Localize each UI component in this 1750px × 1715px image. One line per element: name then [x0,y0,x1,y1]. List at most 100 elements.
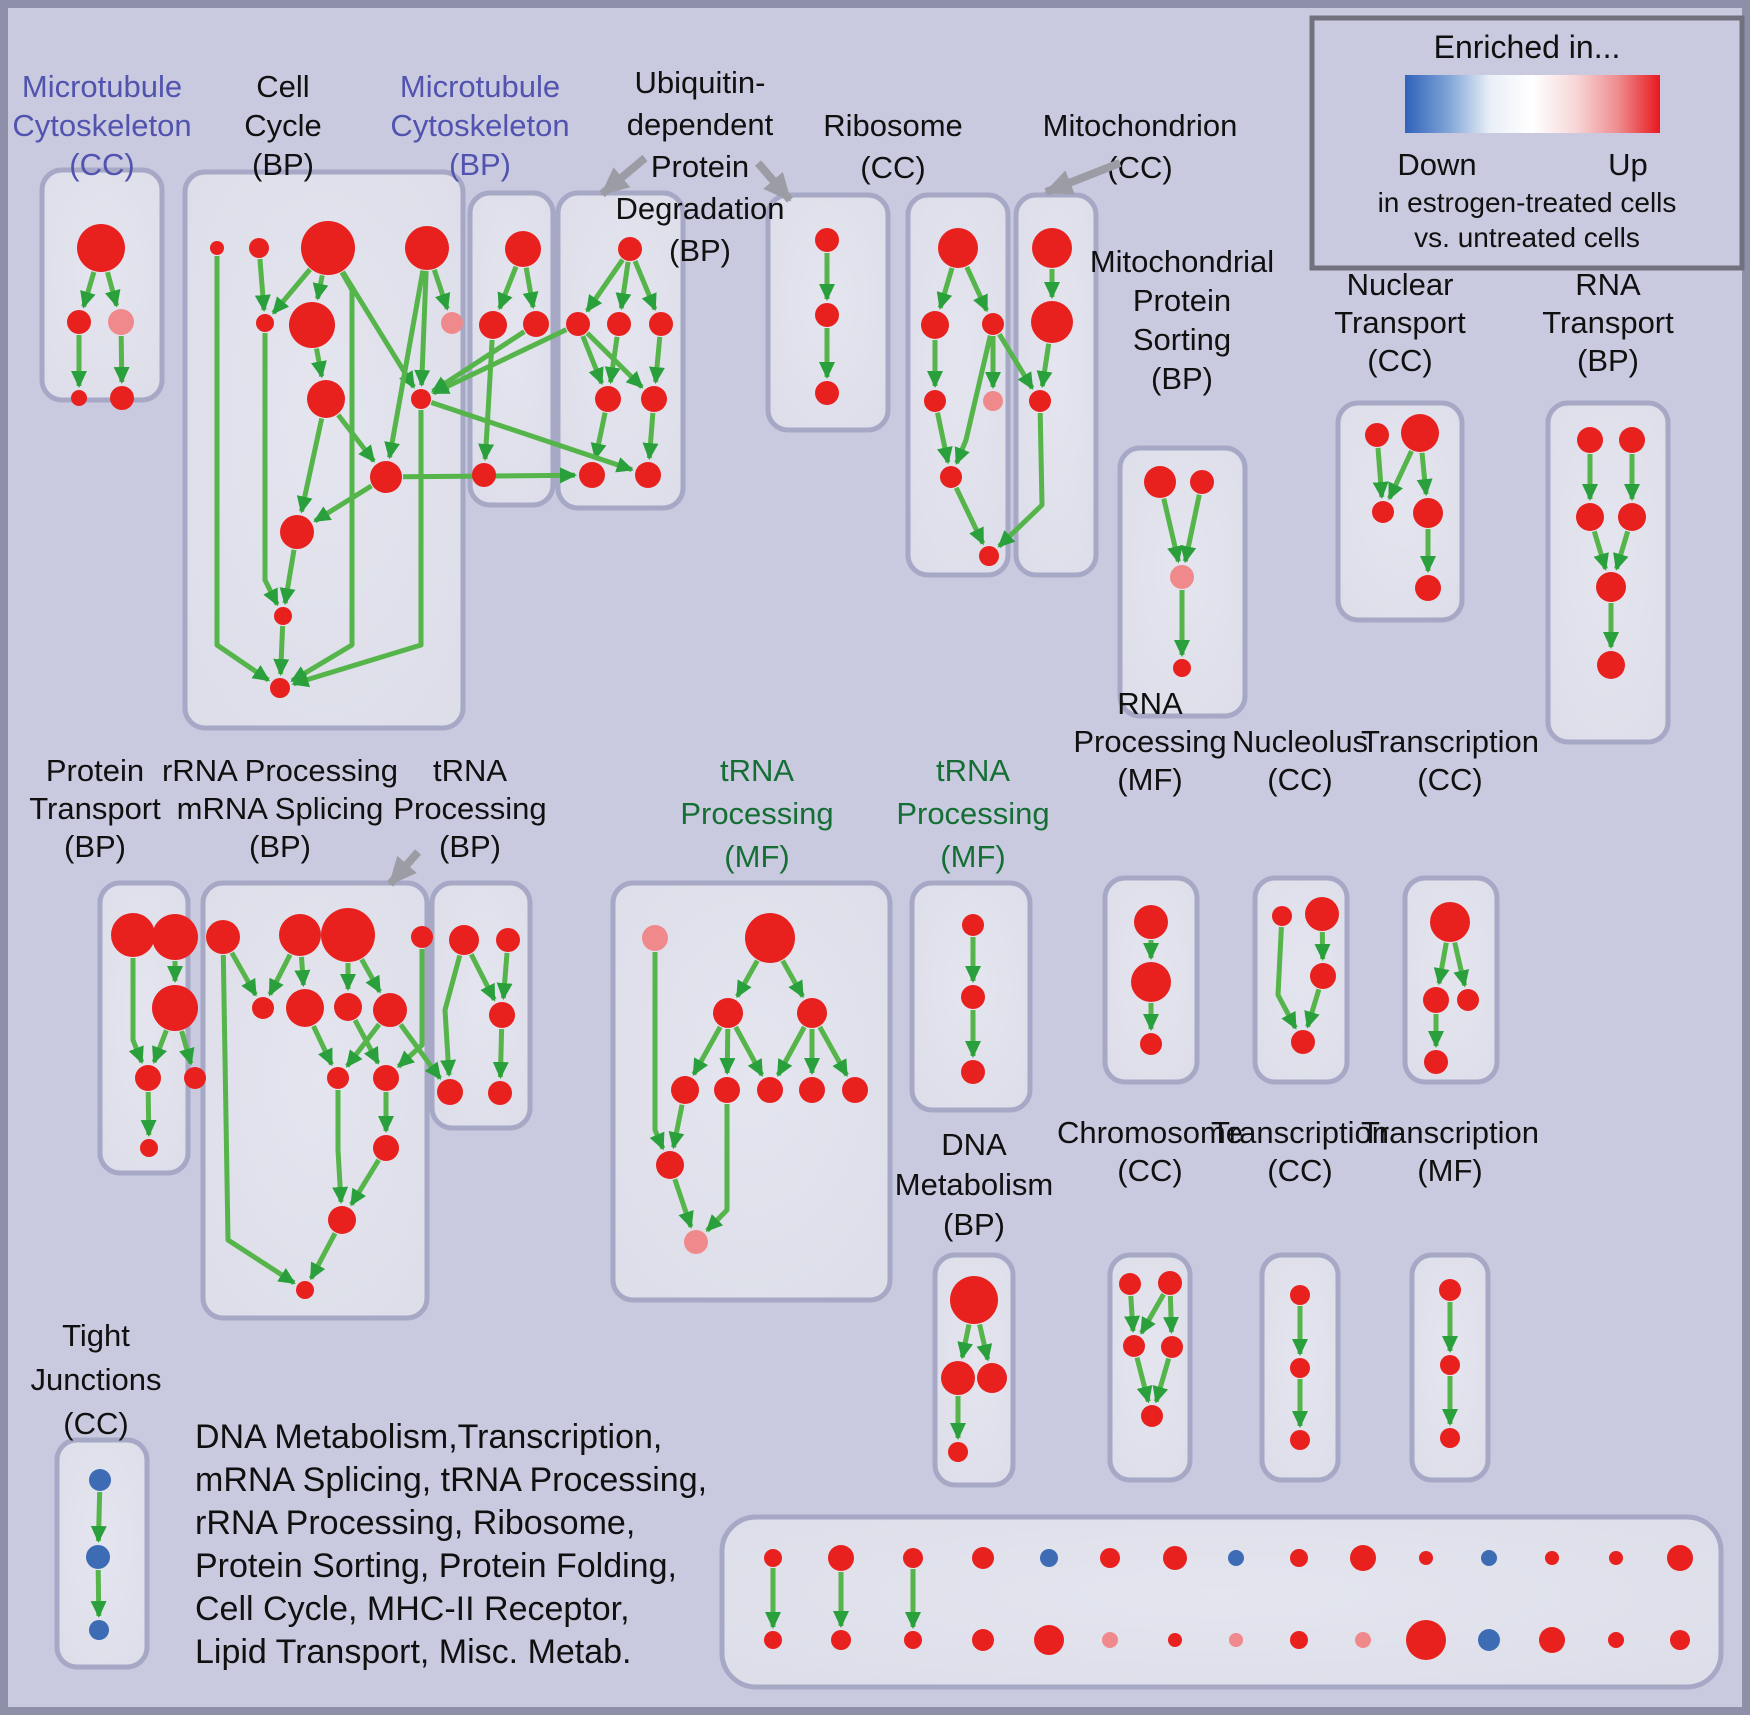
ub1-edge-u0-u3 [632,260,658,312]
rrna-node-r6 [334,993,362,1021]
ribosome-edge-rb0-rb2 [964,266,989,313]
dna_met-node-d2 [977,1363,1007,1393]
dna_met-edge-d0-d2 [976,1323,993,1362]
misc-categories-text-line4: Cell Cycle, MHC-II Receptor, [195,1590,630,1628]
trna_bp-node-t1 [496,928,520,952]
mt_bp-label-line2: (BP) [449,147,511,182]
ribosome-box [905,192,1011,578]
trna_bp-node-t4 [488,1081,512,1105]
matrix-node-top-12 [1545,1551,1559,1565]
mito-label-line0: Mitochondrion [1043,108,1238,143]
t_cc_mid-node-g0 [1430,902,1470,942]
cell_cycle-node-n5 [289,302,335,348]
rrna-edge-r0-r12 [220,954,296,1285]
ribosome-edge-rb3-rb5 [935,412,953,465]
cell_cycle-node-n10 [280,515,314,549]
trna_mf_large-edge-m1-m3 [780,959,805,999]
protein_transport-edge-p3-p5 [140,1091,157,1137]
cross-edge-cell_cycle-n8-ub1-u7 [430,400,634,473]
layer-nodes [67,221,1693,1660]
nucleolus-node-o0 [1272,906,1292,926]
matrix-node-bottom-6 [1168,1633,1182,1647]
ribosome-node-rb5 [940,466,962,488]
trna_bp-edge-t1-t2 [496,952,513,1001]
matrix-node-bottom-12 [1539,1627,1565,1653]
misc-categories-text-line1: mRNA Splicing, tRNA Processing, [195,1461,707,1499]
matrix-node-top-13 [1609,1551,1623,1565]
matrix-node-top-10 [1419,1551,1433,1565]
mt_cc-edge-a0-a2 [104,271,121,308]
legend-down-label: Down [1397,147,1476,182]
tight_junctions-node-tj0 [89,1469,111,1491]
ub2-node-v1 [815,303,839,327]
ribosome-edge-rb0-rb1 [936,267,955,310]
mt_cc-node-a4 [110,386,134,410]
nucleolus-label-line1: (CC) [1267,762,1332,797]
chromosome-node-c4 [1141,1405,1163,1427]
mt_bp-label-line0: Microtubule [400,69,560,104]
rrna-edge-r1-r4 [267,953,293,997]
t_cc_bot-label-line1: (CC) [1267,1153,1332,1188]
ub2-node-v2 [815,381,839,405]
rna_transport-label-line0: RNA [1575,267,1641,302]
cell_cycle-edge-n2-n8 [340,270,416,389]
trna_mf_large-node-m2 [713,998,743,1028]
protein_transport-node-p5 [140,1139,158,1157]
matrix-node-bottom-4 [1034,1625,1064,1655]
t_cc_bot-node-h0 [1290,1285,1310,1305]
ub1-node-u2 [607,312,631,336]
protein_transport-edge-p2-p3 [151,1029,169,1064]
cell_cycle-label-line2: (BP) [252,147,314,182]
trna_mf_large-node-m0 [642,925,668,951]
ribosome-node-rb0 [938,228,978,268]
rrna-node-r4 [252,997,274,1019]
trna_mf_large-edge-m2-m6 [733,1025,765,1077]
chromosome-edge-c1-c3 [1163,1295,1180,1334]
nuclear_transport-edge-nt1-nt2 [1387,450,1414,501]
mt_cc-label-line0: Microtubule [22,69,182,104]
legend-subtitle-line1: vs. untreated cells [1414,222,1640,253]
cell_cycle-label-line1: Cycle [244,108,322,143]
matrix-node-bottom-11 [1478,1629,1500,1651]
ub1-box [555,190,686,511]
ub1-node-u6 [579,462,605,488]
dna_met-label-line1: Metabolism [895,1167,1054,1202]
mt_bp-box [467,190,556,508]
cell_cycle-node-n7 [307,380,345,418]
t_mf_bot-label-line1: (MF) [1417,1153,1482,1188]
rrna-edge-r11-r12 [308,1232,338,1281]
matrix-node-bottom-3 [972,1629,994,1651]
rna_transport-label-line1: Transport [1542,305,1674,340]
rrna-node-r9 [373,1065,399,1091]
trna_bp-node-t3 [437,1079,463,1105]
t_cc_mid-node-g1 [1423,987,1449,1013]
nuclear_transport-label-line0: Nuclear [1347,267,1454,302]
ribosome-label-line1: (CC) [860,150,925,185]
nucleolus-node-o2 [1310,963,1336,989]
rna_transport-node-rt2 [1576,503,1604,531]
rrna-node-r2 [321,908,375,962]
nuclear_transport-label-line1: Transport [1334,305,1466,340]
trna_mf_large-edge-m3-m8 [817,1025,849,1077]
cell_cycle-node-n1 [249,238,269,258]
cell_cycle-edge-n3-n6 [431,269,451,311]
mt_cc-node-a0 [77,224,125,272]
ub1-label-line3: Degradation [616,191,785,226]
t_cc_mid-node-g2 [1457,989,1479,1011]
t_cc_mid-node-g3 [1424,1050,1448,1074]
ubiquitin-pointer-right-arrow [754,160,794,203]
matrix-node-bottom-5 [1102,1632,1118,1648]
rrna-node-r11 [328,1206,356,1234]
chromosome-edge-c1-c2 [1139,1293,1166,1335]
mt_bp-node-b1 [479,311,507,339]
misc-categories-text-line2: rRNA Processing, Ribosome, [195,1504,635,1542]
dna_met-label-line2: (BP) [943,1207,1005,1242]
ub1-node-u3 [649,312,673,336]
rna_transport-edge-rt3-rt4 [1613,530,1631,571]
rna_mf-label-line0: RNA [1117,686,1183,721]
matrix-node-bottom-8 [1290,1631,1308,1649]
ub1-label-line4: (BP) [669,233,731,268]
tight_junctions-label-line2: (CC) [63,1406,128,1441]
ub1-label-line1: dependent [627,107,774,142]
